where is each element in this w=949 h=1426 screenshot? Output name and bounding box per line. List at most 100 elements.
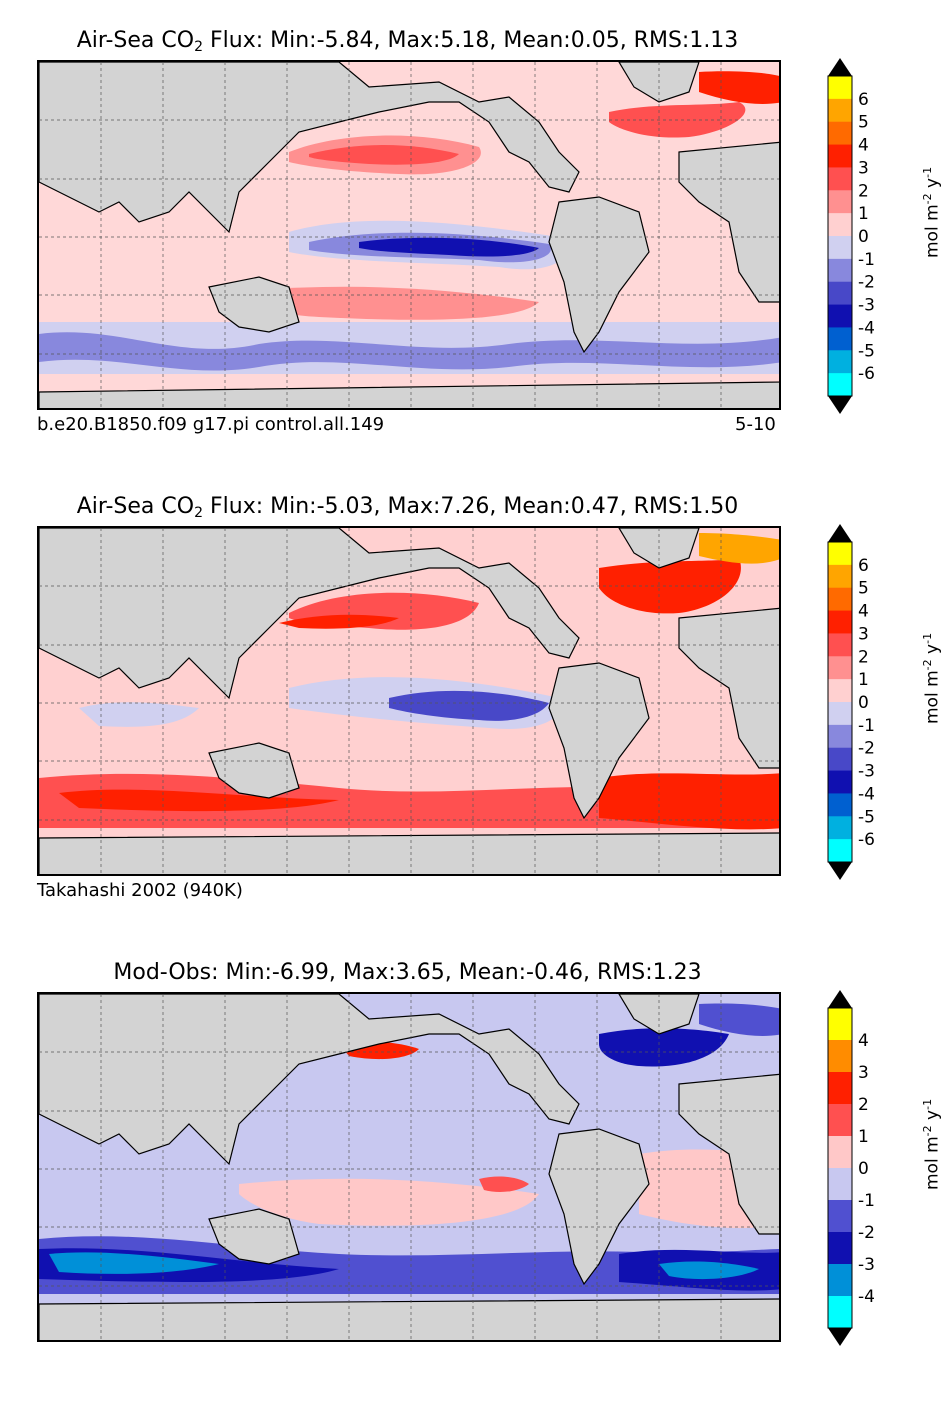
colorbar-extend-max: [828, 58, 852, 76]
colorbar-swatch: [828, 281, 852, 306]
panel-difference: Mod-Obs: Min:-6.99, Max:3.65, Mean:-0.46…: [0, 960, 949, 1426]
colorbar-tick-label: -4: [858, 318, 875, 338]
colorbar-swatch: [828, 542, 852, 566]
map-graphic: [39, 528, 779, 874]
colorbar-swatch: [828, 121, 852, 146]
colorbar-unit-label: mol m-2 y-1: [921, 632, 943, 724]
colorbar-tick-label: -3: [858, 762, 875, 782]
caption-left: b.e20.B1850.f09 g17.pi control.all.149: [37, 414, 385, 435]
colorbar-swatch: [828, 656, 852, 680]
colorbar-swatch: [828, 190, 852, 214]
colorbar-tick-label: 6: [858, 556, 869, 576]
flux-map-observations: [37, 526, 781, 876]
colorbar-swatch: [828, 98, 852, 123]
colorbar-tick-label: -5: [858, 341, 875, 361]
colorbar-tick-label: -2: [858, 273, 875, 293]
colorbar-swatch: [828, 564, 852, 589]
colorbar-unit-label: mol m-2 y-1: [921, 1098, 943, 1190]
colorbar-frame: [827, 75, 853, 397]
colorbar-tick-label: 4: [858, 136, 869, 156]
colorbar-swatch: [828, 702, 852, 726]
panel-title: Mod-Obs: Min:-6.99, Max:3.65, Mean:-0.46…: [113, 960, 702, 985]
colorbar-extend-max: [828, 524, 852, 542]
colorbar: 6 5 4 3 2 1 0 -1 -2 -3 -4 -5 -6 mol m-2 y-1: [826, 494, 949, 960]
colorbar-swatch: [828, 1168, 852, 1201]
colorbar-tick-label: 3: [858, 624, 869, 644]
panel-model: Air-Sea CO2 Flux: Min:-5.84, Max:5.18, M…: [0, 28, 949, 494]
caption-left: Takahashi 2002 (940K): [37, 880, 243, 901]
colorbar-swatch: [828, 304, 852, 328]
colorbar-swatch: [828, 587, 852, 612]
colorbar-swatch: [828, 610, 852, 634]
colorbar-swatch: [828, 1008, 852, 1041]
colorbar-frame: [827, 541, 853, 863]
colorbar-tick-label: 0: [858, 693, 869, 713]
colorbar-tick-label: 0: [858, 1159, 869, 1179]
colorbar-tick-label: 5: [858, 113, 869, 133]
colorbar-swatch: [828, 144, 852, 168]
colorbar-tick-label: -1: [858, 250, 875, 270]
colorbar-tick-label: 2: [858, 647, 869, 667]
colorbar-tick-label: 5: [858, 579, 869, 599]
panel-title: Air-Sea CO2 Flux: Min:-5.03, Max:7.26, M…: [76, 494, 739, 521]
colorbar-swatch: [828, 327, 852, 351]
colorbar-swatch: [828, 1040, 852, 1073]
colorbar-swatch: [828, 724, 852, 749]
colorbar-extend-min: [828, 396, 852, 414]
colorbar-swatch: [828, 679, 852, 703]
colorbar-swatch: [828, 213, 852, 237]
colorbar: 6 5 4 3 2 1 0 -1 -2 -3 -4 -5 -6 mol m-2 y-1: [826, 28, 949, 494]
colorbar-tick-label: 2: [858, 1095, 869, 1115]
colorbar-swatch: [828, 747, 852, 772]
colorbar-tick-label: -5: [858, 807, 875, 827]
colorbar-extend-min: [828, 1328, 852, 1346]
caption-right: 5-10: [735, 414, 776, 435]
colorbar-tick-label: -4: [858, 784, 875, 804]
colorbar-swatch: [828, 1296, 852, 1329]
colorbar-tick-label: 2: [858, 181, 869, 201]
flux-map-difference: [37, 992, 781, 1342]
colorbar-swatch: [828, 167, 852, 191]
colorbar-tick-label: 4: [858, 602, 869, 622]
colorbar-tick-label: -2: [858, 1223, 875, 1243]
colorbar-swatch: [828, 373, 852, 397]
colorbar-tick-label: 0: [858, 227, 869, 247]
colorbar-swatch: [828, 1200, 852, 1233]
map-graphic: [39, 994, 779, 1340]
colorbar-swatch: [828, 1104, 852, 1137]
colorbar-tick-label: -6: [858, 364, 875, 384]
colorbar-swatch: [828, 770, 852, 794]
colorbar-tick-label: 3: [858, 1063, 869, 1083]
panel-observations: Air-Sea CO2 Flux: Min:-5.03, Max:7.26, M…: [0, 494, 949, 960]
colorbar-swatch: [828, 236, 852, 260]
colorbar-swatch: [828, 816, 852, 840]
colorbar-extend-max: [828, 990, 852, 1008]
colorbar-tick-label: 4: [858, 1031, 869, 1051]
map-graphic: [39, 62, 779, 408]
colorbar-swatch: [828, 793, 852, 817]
colorbar: 4 3 2 1 0 -1 -2 -3 -4 mol m-2 y-1: [826, 960, 949, 1426]
colorbar-tick-label: 1: [858, 670, 869, 690]
colorbar-tick-label: 1: [858, 204, 869, 224]
colorbar-swatch: [828, 1264, 852, 1297]
colorbar-swatch: [828, 633, 852, 657]
colorbar-swatch: [828, 839, 852, 863]
colorbar-extend-min: [828, 862, 852, 880]
colorbar-tick-label: -1: [858, 716, 875, 736]
colorbar-swatch: [828, 258, 852, 283]
colorbar-swatch: [828, 1136, 852, 1169]
flux-map-model: [37, 60, 781, 410]
colorbar-swatch: [828, 76, 852, 100]
colorbar-unit-label: mol m-2 y-1: [921, 166, 943, 258]
colorbar-swatch: [828, 1232, 852, 1265]
colorbar-tick-label: 1: [858, 1127, 869, 1147]
colorbar-tick-label: -3: [858, 1255, 875, 1275]
colorbar-tick-label: -3: [858, 296, 875, 316]
colorbar-tick-label: -2: [858, 739, 875, 759]
colorbar-frame: [827, 1007, 853, 1329]
colorbar-tick-label: -6: [858, 830, 875, 850]
colorbar-tick-label: 3: [858, 158, 869, 178]
colorbar-swatch: [828, 350, 852, 374]
colorbar-tick-label: 6: [858, 90, 869, 110]
colorbar-swatch: [828, 1072, 852, 1105]
